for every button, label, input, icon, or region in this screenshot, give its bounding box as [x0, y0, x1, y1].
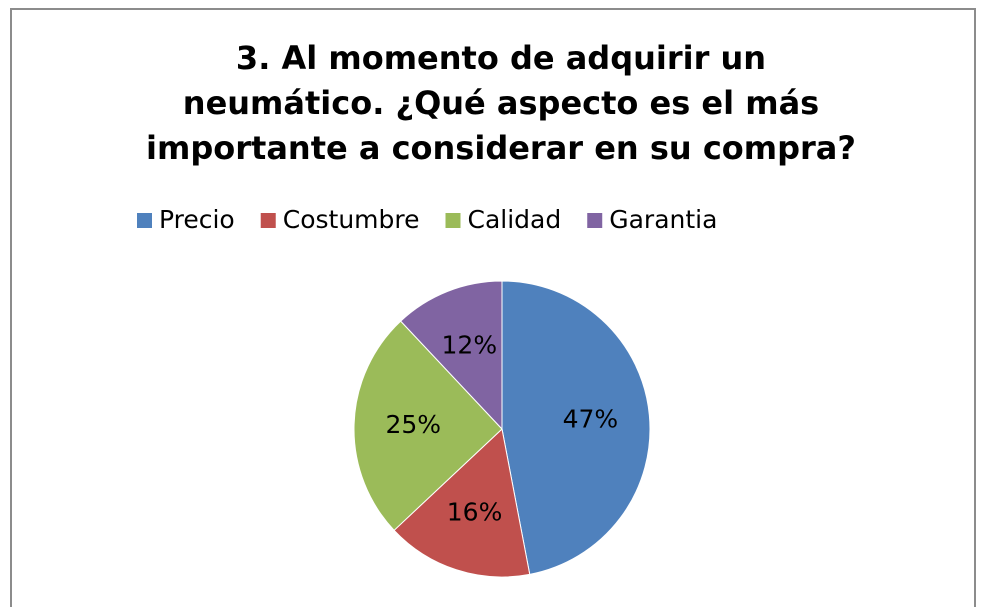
pie-slice	[393, 428, 531, 578]
legend-label: Calidad	[468, 205, 562, 234]
legend-label: Precio	[159, 205, 235, 234]
data-label: 16%	[447, 497, 503, 526]
legend-swatch	[260, 213, 276, 228]
legend-label: Garantia	[609, 205, 717, 234]
data-label: 12%	[442, 330, 498, 359]
pie-slice	[399, 280, 503, 431]
data-label: 25%	[385, 410, 441, 439]
chart-title: 3. Al momento de adquirir un neumático. …	[146, 39, 856, 167]
chart-frame	[10, 8, 976, 607]
legend-swatch	[587, 213, 603, 228]
legend-label: Costumbre	[283, 205, 420, 234]
pie-slice	[501, 280, 651, 575]
pie-slice	[353, 320, 503, 532]
legend-swatch	[445, 213, 461, 228]
data-label: 47%	[563, 405, 619, 434]
legend-swatch	[137, 213, 152, 228]
